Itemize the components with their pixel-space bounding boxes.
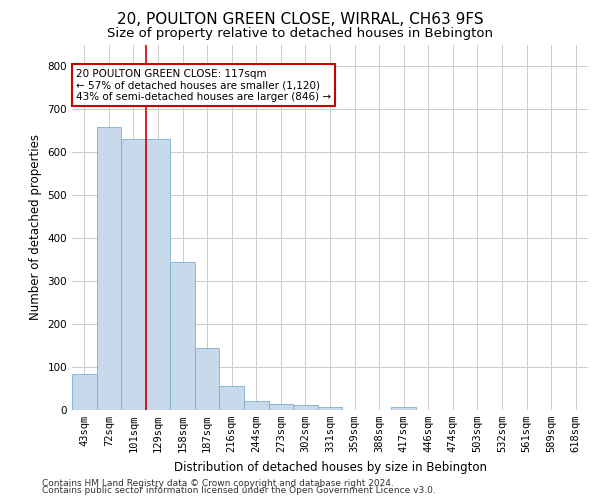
Text: Contains HM Land Registry data © Crown copyright and database right 2024.: Contains HM Land Registry data © Crown c… — [42, 478, 394, 488]
Bar — [391, 406, 416, 410]
Text: 20, POULTON GREEN CLOSE, WIRRAL, CH63 9FS: 20, POULTON GREEN CLOSE, WIRRAL, CH63 9F… — [116, 12, 484, 28]
Bar — [269, 404, 293, 410]
Text: 20 POULTON GREEN CLOSE: 117sqm
← 57% of detached houses are smaller (1,120)
43% : 20 POULTON GREEN CLOSE: 117sqm ← 57% of … — [76, 68, 331, 102]
Bar — [121, 140, 146, 410]
Text: Size of property relative to detached houses in Bebington: Size of property relative to detached ho… — [107, 28, 493, 40]
Bar — [170, 262, 195, 410]
Bar — [146, 140, 170, 410]
Bar — [244, 402, 269, 410]
Bar — [318, 406, 342, 410]
X-axis label: Distribution of detached houses by size in Bebington: Distribution of detached houses by size … — [173, 460, 487, 473]
Bar — [97, 126, 121, 410]
Bar — [195, 348, 220, 410]
Bar — [220, 386, 244, 410]
Bar — [293, 405, 318, 410]
Bar — [72, 374, 97, 410]
Text: Contains public sector information licensed under the Open Government Licence v3: Contains public sector information licen… — [42, 486, 436, 495]
Y-axis label: Number of detached properties: Number of detached properties — [29, 134, 42, 320]
